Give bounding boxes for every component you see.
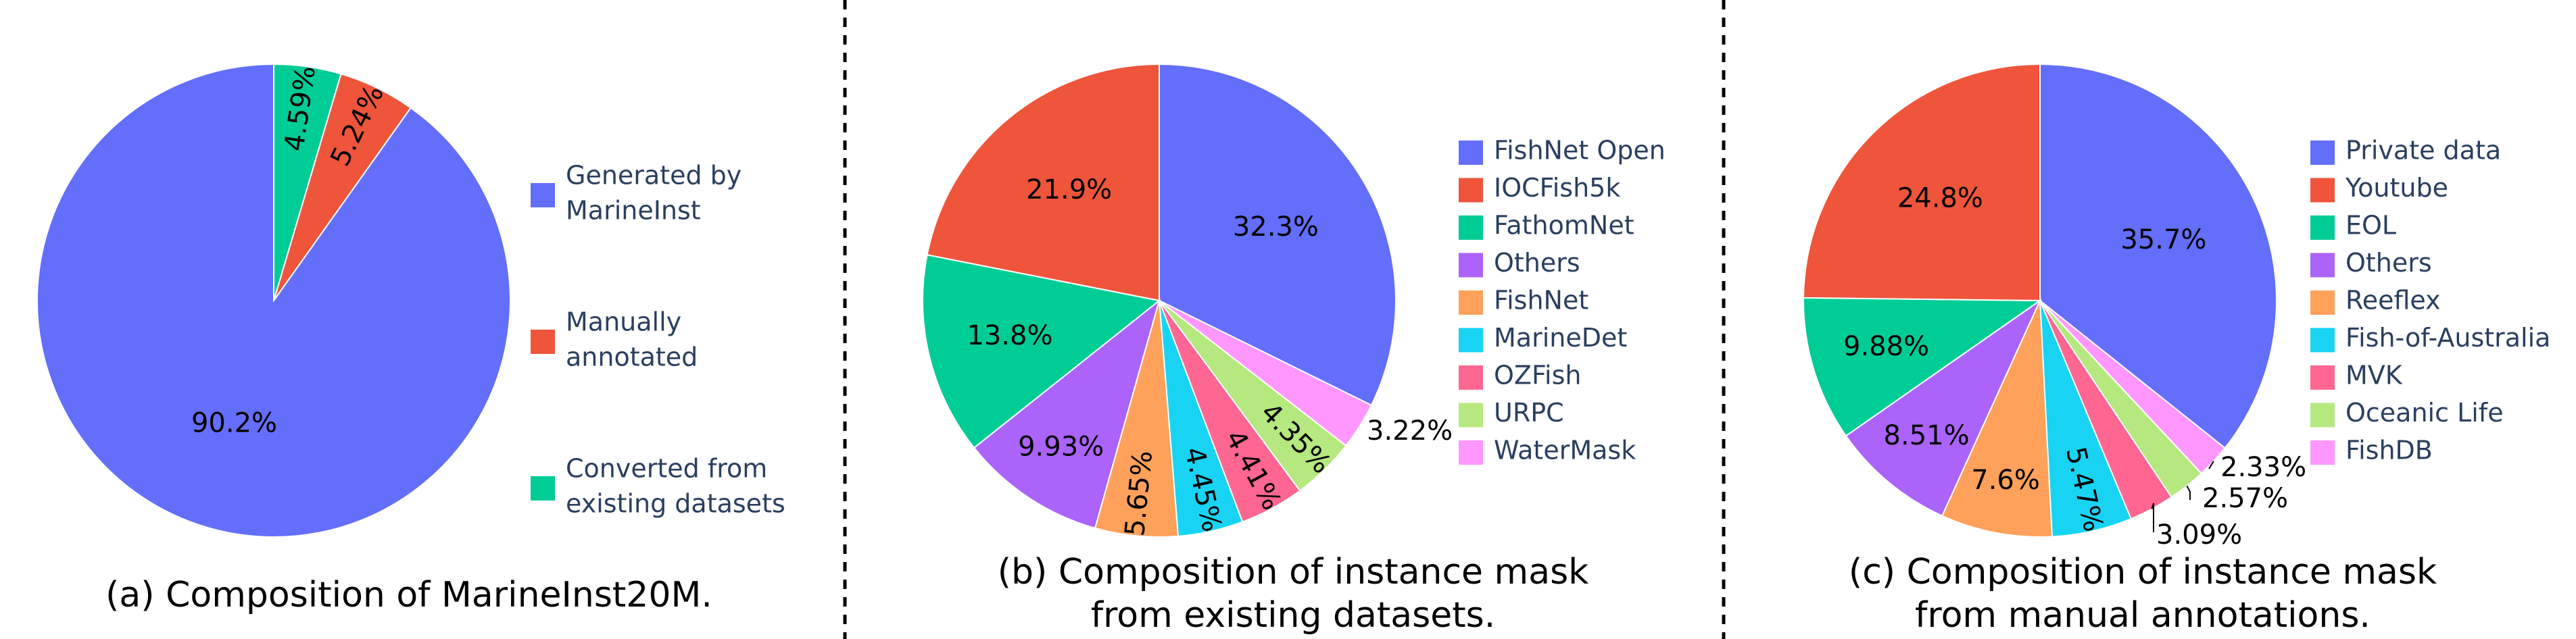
data-label: 2.33%	[2220, 452, 2306, 483]
legend-swatch	[2310, 365, 2335, 390]
data-label: 32.3%	[1233, 211, 1319, 242]
chart-caption: (a) Composition of MarineInst20M.	[105, 575, 712, 615]
data-label: 2.57%	[2202, 483, 2288, 514]
legend-swatch	[2310, 403, 2335, 428]
legend-swatch	[1459, 328, 1483, 353]
legend-swatch	[2310, 290, 2335, 315]
legend-label: Private data	[2346, 136, 2501, 165]
legend-swatch	[1459, 440, 1483, 465]
pie-slice	[1159, 63, 1396, 407]
legend-label: annotated	[566, 342, 698, 372]
legend-swatch	[2310, 140, 2335, 165]
legend-swatch	[531, 330, 555, 354]
pie-slice	[1845, 299, 2042, 517]
data-label: 9.93%	[1018, 432, 1104, 463]
chart-caption: from existing datasets.	[1091, 595, 1495, 636]
legend-label: FishNet	[1494, 286, 1588, 315]
data-label: 90.2%	[191, 407, 277, 438]
legend-swatch	[1459, 253, 1483, 278]
legend-swatch	[531, 183, 555, 207]
legend-label: IOCFish5k	[1494, 173, 1620, 203]
legend-label: MVK	[2346, 361, 2403, 390]
data-label: 8.51%	[1884, 420, 1970, 451]
legend-swatch	[1459, 215, 1483, 240]
pie-slice	[273, 63, 342, 301]
leader-line	[2186, 485, 2191, 500]
legend-swatch	[2310, 215, 2335, 240]
legend-swatch	[1459, 403, 1483, 428]
chart-caption: (c) Composition of instance mask	[1849, 552, 2437, 592]
chart-caption: from manual annotations.	[1915, 595, 2371, 636]
pie-slice	[1941, 300, 2053, 538]
legend-label: URPC	[1494, 398, 1564, 428]
data-label: 3.09%	[2156, 519, 2242, 551]
legend-swatch	[2310, 440, 2335, 465]
legend-label: FathomNet	[1494, 211, 1634, 240]
pie-chart-a: 90.2%5.24%4.59%Generated byMarineInstMan…	[37, 63, 785, 615]
leader-line	[2151, 503, 2154, 532]
legend-label: Reeflex	[2346, 286, 2441, 315]
legend-label: Generated by	[566, 161, 742, 190]
pie-chart-b: 32.3%3.22%4.35%4.41%4.45%5.65%9.93%13.8%…	[922, 63, 1666, 636]
pie-slice	[973, 299, 1161, 530]
legend-swatch	[1459, 365, 1483, 390]
legend-label: existing datasets	[566, 489, 785, 519]
data-label: 35.7%	[2120, 224, 2206, 255]
legend-swatch	[2310, 328, 2335, 353]
legend-swatch	[1459, 178, 1483, 203]
pie-slice	[926, 63, 1160, 302]
legend-label: MarineInst	[566, 196, 701, 226]
leader-line	[2208, 461, 2214, 469]
legend-label: Manually	[566, 307, 681, 337]
pie-slice	[2039, 63, 2277, 449]
legend-swatch	[2310, 178, 2335, 203]
legend-label: MarineDet	[1494, 323, 1627, 353]
legend-swatch	[2310, 253, 2335, 278]
legend-label: Others	[1494, 248, 1580, 278]
pie-slice	[922, 254, 1161, 449]
legend-label: EOL	[2346, 211, 2396, 240]
data-label: 7.6%	[1971, 465, 2040, 496]
legend-label: FishDB	[2346, 436, 2433, 465]
legend-swatch	[1459, 290, 1483, 315]
data-label: 3.22%	[1367, 415, 1453, 446]
legend-label: Youtube	[2345, 173, 2448, 203]
pie-slice	[1803, 63, 2041, 302]
legend-swatch	[531, 476, 555, 501]
data-label: 24.8%	[1897, 183, 1983, 214]
pie-chart-c: 35.7%2.33%2.57%3.09%5.47%7.6%8.51%9.88%2…	[1803, 63, 2550, 636]
data-label: 13.8%	[967, 320, 1052, 351]
legend-label: FishNet Open	[1494, 136, 1666, 165]
chart-caption: (b) Composition of instance mask	[998, 552, 1589, 592]
legend-label: Oceanic Life	[2346, 398, 2504, 428]
legend-label: WaterMask	[1494, 436, 1636, 465]
legend-label: OZFish	[1494, 361, 1581, 390]
data-label: 21.9%	[1026, 174, 1112, 205]
pie-slice	[1803, 297, 2043, 437]
data-label: 9.88%	[1843, 331, 1929, 362]
legend-label: Others	[2346, 248, 2432, 278]
legend-label: Converted from	[566, 454, 767, 484]
legend-swatch	[1459, 140, 1483, 165]
legend-label: Fish-of-Australia	[2346, 323, 2550, 353]
